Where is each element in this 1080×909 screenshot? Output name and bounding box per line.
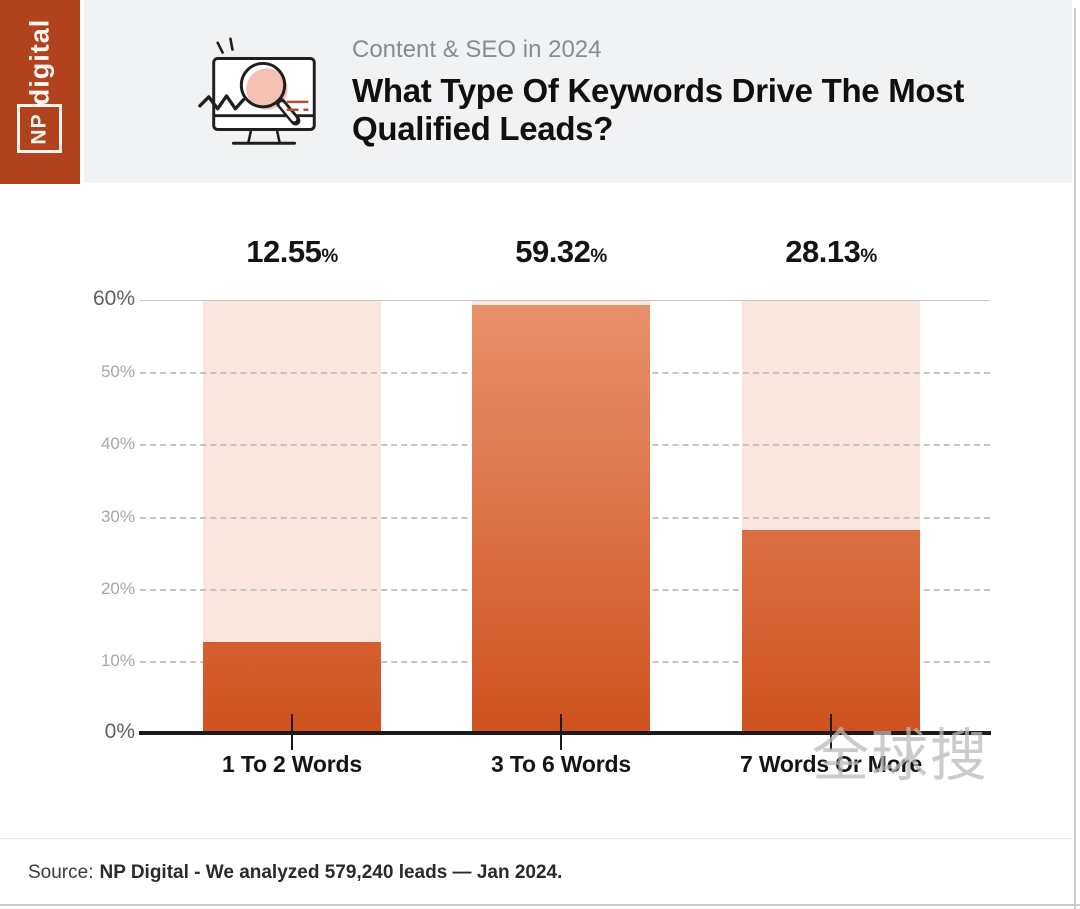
page-right-border	[1074, 8, 1076, 909]
y-axis-label-50: 50%	[100, 362, 135, 382]
page-title: What Type Of Keywords Drive The Most Qua…	[352, 72, 964, 147]
np-digital-logo: digital NP	[0, 0, 80, 184]
x-axis-label-1-to-2-words: 1 To 2 Words	[222, 751, 362, 777]
logo-np-text: NP	[27, 112, 51, 145]
value-label-7-words-or-more: 28.13%	[785, 234, 877, 269]
x-axis-tick-1-to-2-words	[290, 714, 294, 750]
header: Content & SEO in 2024 What Type Of Keywo…	[84, 0, 1072, 183]
x-axis-line	[139, 731, 991, 735]
y-axis-label-0: 0%	[104, 720, 135, 743]
header-kicker: Content & SEO in 2024	[352, 36, 602, 63]
y-axis-label-10: 10%	[100, 650, 135, 670]
y-axis-label-60: 60%	[92, 287, 135, 310]
source-prefix: Source:	[28, 862, 94, 883]
logo-digital-text: digital	[24, 18, 55, 106]
logo-np-box: NP	[17, 104, 62, 153]
footer-source: Source: NP Digital - We analyzed 579,240 …	[28, 862, 562, 884]
header-text: Content & SEO in 2024 What Type Of Keywo…	[352, 36, 964, 147]
y-axis-label-40: 40%	[100, 434, 135, 454]
watermark: 全球搜	[812, 724, 989, 788]
x-axis-tick-7-words-or-more	[829, 714, 833, 750]
source-text: NP Digital - We analyzed 579,240 leads —…	[99, 862, 563, 883]
page-bottom-border	[0, 904, 1080, 906]
value-label-1-to-2-words: 12.55%	[246, 234, 338, 269]
search-monitor-icon	[198, 37, 316, 145]
bar-3-to-6-words	[472, 304, 650, 733]
page-title-line-1: What Type Of Keywords Drive The Most	[352, 72, 965, 109]
x-axis-label-7-words-or-more: 7 Words Or More	[740, 751, 922, 777]
bar-chart: 全球搜 60% 50% 40% 30% 20% 10% 0% 12.55% 1 To 2 Wor…	[0, 183, 1080, 838]
footer-divider	[0, 838, 1073, 839]
bar-7-words-or-more	[742, 529, 920, 733]
gridline-60	[140, 300, 990, 301]
y-axis-label-20: 20%	[100, 578, 135, 598]
value-label-3-to-6-words: 59.32%	[515, 234, 607, 269]
page-title-line-2: Qualified Leads?	[352, 109, 614, 147]
x-axis-tick-3-to-6-words	[559, 714, 563, 750]
x-axis-label-3-to-6-words: 3 To 6 Words	[491, 751, 631, 777]
y-axis-label-30: 30%	[100, 506, 135, 526]
